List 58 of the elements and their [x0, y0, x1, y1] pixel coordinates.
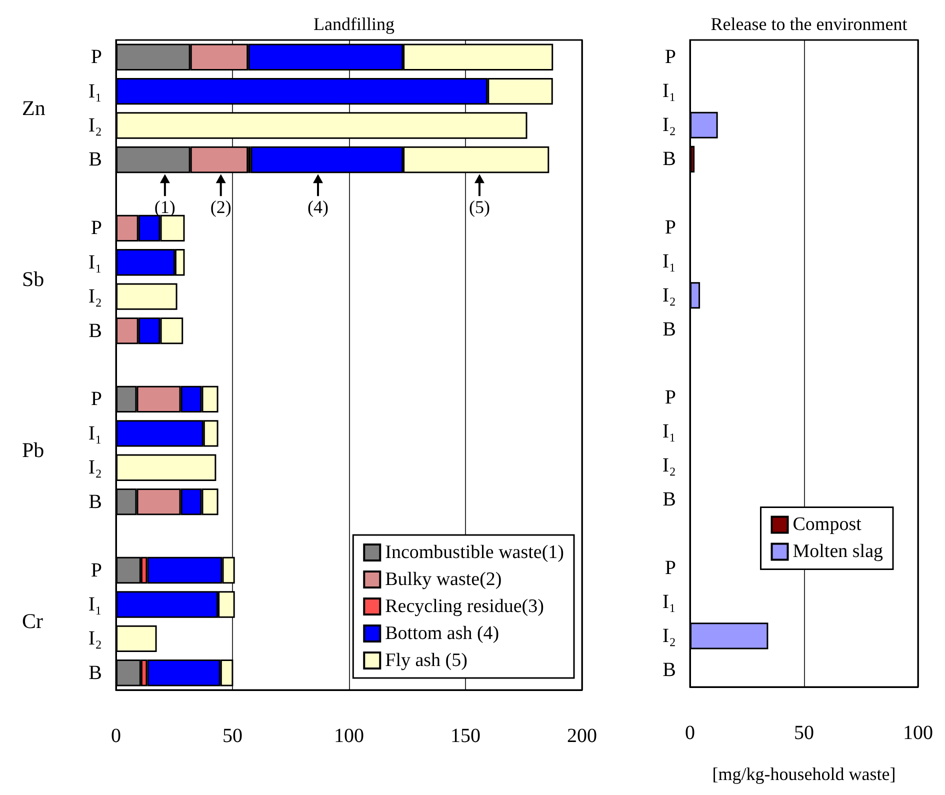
y-tick-label: P: [90, 388, 102, 410]
annotation: (1): [154, 197, 176, 218]
x-tick-label: 100: [903, 722, 933, 744]
legend-label: Compost: [792, 514, 862, 536]
y-tick-label: I₁: [662, 420, 676, 443]
legend-label: Incombustible waste(1): [385, 542, 564, 563]
y-tick-label: I₂: [662, 284, 676, 306]
annotation: (5): [468, 197, 490, 218]
legend-label: Bulky waste(2): [385, 569, 502, 590]
x-tick-label: 50: [794, 722, 814, 744]
y-tick-label: P: [90, 217, 102, 240]
y-tick-label: I₁: [662, 80, 676, 102]
y-tick-label: I₁: [662, 590, 676, 613]
y-tick-label: P: [664, 216, 676, 238]
text: Sb: [22, 266, 44, 291]
y-tick-label: I₁: [88, 251, 102, 274]
x-tick-label: 150: [450, 725, 480, 747]
x-axis-title: [mg/kg-household waste]: [712, 764, 896, 784]
x-tick-label: 0: [111, 725, 121, 747]
y-tick-label: I₁: [662, 250, 676, 272]
y-tick-label: P: [664, 556, 676, 579]
legend-label: Bottom ash (4): [385, 623, 500, 644]
legend-label: Fly ash (5): [385, 650, 468, 671]
chart-title: Release to the environment: [710, 14, 908, 34]
y-tick-label: B: [662, 318, 676, 340]
text: Cr: [22, 609, 44, 634]
y-tick-label: P: [664, 46, 676, 68]
y-tick-label: I₁: [88, 593, 102, 616]
y-tick-label: B: [662, 148, 676, 170]
y-tick-label: I₁: [88, 422, 102, 444]
y-tick-label: P: [664, 386, 676, 409]
y-tick-label: B: [88, 148, 102, 171]
x-tick-label: 0: [685, 722, 695, 744]
y-tick-label: P: [90, 46, 102, 68]
text: Zn: [22, 96, 46, 120]
y-tick-label: I₂: [88, 286, 102, 308]
y-tick-label: I₂: [662, 114, 676, 136]
annotation: (2): [210, 197, 232, 218]
x-tick-label: 200: [567, 725, 597, 747]
y-tick-label: B: [88, 320, 102, 342]
y-tick-label: B: [88, 490, 102, 513]
x-tick-label: 100: [334, 725, 364, 747]
y-tick-label: I₂: [88, 628, 102, 650]
y-tick-label: B: [88, 662, 102, 684]
y-tick-label: I₂: [662, 624, 676, 647]
annotation: (4): [308, 197, 329, 218]
y-tick-label: I₂: [88, 114, 102, 137]
y-tick-label: B: [662, 488, 676, 511]
y-tick-label: I₁: [88, 80, 102, 102]
text: Pb: [22, 438, 44, 462]
legend-label: Recycling residue(3): [385, 596, 544, 617]
y-tick-label: I₂: [88, 456, 102, 479]
y-tick-label: B: [662, 658, 676, 681]
legend-label: Molten slag: [792, 541, 884, 562]
chart-title: Landfilling: [314, 14, 394, 34]
y-tick-label: I₂: [662, 454, 676, 477]
y-tick-label: P: [90, 559, 102, 582]
x-tick-label: 50: [222, 725, 242, 747]
